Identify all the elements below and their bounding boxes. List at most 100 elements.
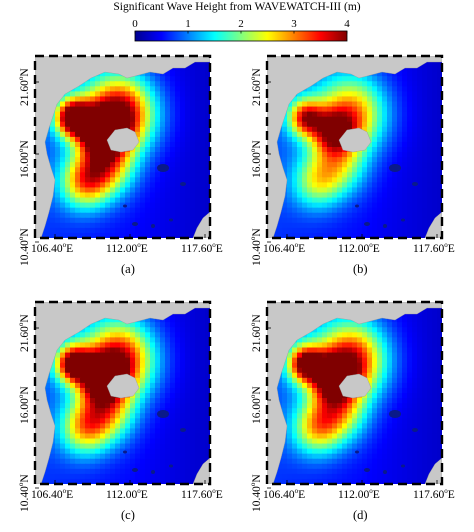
wave-cell bbox=[60, 403, 66, 409]
wave-cell bbox=[105, 76, 111, 82]
wave-cell bbox=[50, 378, 56, 384]
wave-cell bbox=[327, 208, 333, 214]
wave-cell bbox=[85, 474, 91, 480]
wave-cell bbox=[60, 433, 66, 439]
wave-cell bbox=[55, 408, 61, 414]
wave-cell bbox=[65, 208, 71, 214]
wave-cell bbox=[282, 373, 288, 379]
wave-cell bbox=[95, 162, 101, 168]
wave-cell bbox=[145, 117, 151, 123]
wave-cell bbox=[397, 403, 403, 409]
wave-cell bbox=[372, 373, 378, 379]
wave-cell bbox=[185, 348, 191, 354]
wave-cell bbox=[75, 469, 81, 475]
wave-cell bbox=[372, 152, 378, 158]
wave-cell bbox=[150, 332, 156, 338]
wave-cell bbox=[402, 403, 408, 409]
wave-cell bbox=[90, 187, 96, 193]
wave-cell bbox=[302, 112, 308, 118]
wave-cell bbox=[185, 152, 191, 158]
wave-cell bbox=[155, 193, 161, 199]
wave-cell bbox=[297, 393, 303, 399]
wave-cell bbox=[362, 157, 368, 163]
wave-cell bbox=[367, 423, 373, 429]
wave-cell bbox=[362, 198, 368, 204]
wave-cell bbox=[287, 167, 293, 173]
wave-cell bbox=[352, 342, 358, 348]
wave-cell bbox=[392, 112, 398, 118]
wave-cell bbox=[145, 112, 151, 118]
wave-cell bbox=[387, 203, 393, 209]
wave-cell bbox=[317, 152, 323, 158]
wave-cell bbox=[412, 398, 418, 404]
wave-cell bbox=[357, 187, 363, 193]
wave-cell bbox=[407, 353, 413, 359]
wave-cell bbox=[175, 358, 181, 364]
wave-cell bbox=[140, 454, 146, 460]
wave-cell bbox=[90, 142, 96, 148]
wave-cell bbox=[302, 228, 308, 234]
wave-cell bbox=[130, 337, 136, 343]
wave-cell bbox=[165, 474, 171, 480]
wave-cell bbox=[337, 433, 343, 439]
wave-cell bbox=[145, 102, 151, 108]
wave-cell bbox=[297, 459, 303, 465]
wave-cell bbox=[352, 86, 358, 92]
wave-cell bbox=[60, 439, 66, 445]
wave-cell bbox=[190, 418, 196, 424]
wave-cell bbox=[387, 172, 393, 178]
colorbar-tick-label: 3 bbox=[291, 18, 297, 30]
wave-cell bbox=[145, 368, 151, 374]
wave-cell bbox=[115, 459, 121, 465]
wave-cell bbox=[120, 459, 126, 465]
wave-cell bbox=[432, 117, 438, 123]
wave-cell bbox=[302, 403, 308, 409]
wave-cell bbox=[392, 423, 398, 429]
wave-cell bbox=[367, 187, 373, 193]
wave-cell bbox=[387, 193, 393, 199]
wave-cell bbox=[65, 368, 71, 374]
wave-cell bbox=[170, 317, 176, 323]
wave-cell bbox=[362, 102, 368, 108]
wave-cell bbox=[95, 368, 101, 374]
wave-cell bbox=[160, 332, 166, 338]
island-shadow bbox=[169, 465, 173, 468]
wave-cell bbox=[382, 413, 388, 419]
wave-cell bbox=[150, 413, 156, 419]
wave-cell bbox=[372, 322, 378, 328]
wave-cell bbox=[175, 213, 181, 219]
wave-cell bbox=[282, 157, 288, 163]
wave-cell bbox=[85, 102, 91, 108]
wave-cell bbox=[402, 459, 408, 465]
wave-cell bbox=[150, 368, 156, 374]
wave-cell bbox=[190, 464, 196, 470]
wave-cell bbox=[412, 322, 418, 328]
wave-cell bbox=[322, 413, 328, 419]
wave-cell bbox=[322, 353, 328, 359]
wave-cell bbox=[80, 107, 86, 113]
y-tick-label: 21.60oN bbox=[19, 68, 31, 106]
wave-cell bbox=[95, 142, 101, 148]
wave-cell bbox=[190, 322, 196, 328]
wave-cell bbox=[90, 218, 96, 224]
wave-cell bbox=[55, 363, 61, 369]
wave-cell bbox=[145, 127, 151, 133]
wave-cell bbox=[65, 107, 71, 113]
wave-cell bbox=[70, 218, 76, 224]
wave-cell bbox=[292, 137, 298, 143]
wave-cell bbox=[337, 363, 343, 369]
wave-cell bbox=[110, 177, 116, 183]
wave-cell bbox=[170, 469, 176, 475]
wave-cell bbox=[287, 132, 293, 138]
wave-cell bbox=[135, 198, 141, 204]
wave-cell bbox=[332, 348, 338, 354]
wave-cell bbox=[332, 142, 338, 148]
wave-cell bbox=[60, 413, 66, 419]
wave-cell bbox=[402, 454, 408, 460]
wave-cell bbox=[140, 86, 146, 92]
wave-cell bbox=[307, 122, 313, 128]
wave-cell bbox=[190, 112, 196, 118]
wave-cell bbox=[322, 418, 328, 424]
wave-cell bbox=[352, 433, 358, 439]
